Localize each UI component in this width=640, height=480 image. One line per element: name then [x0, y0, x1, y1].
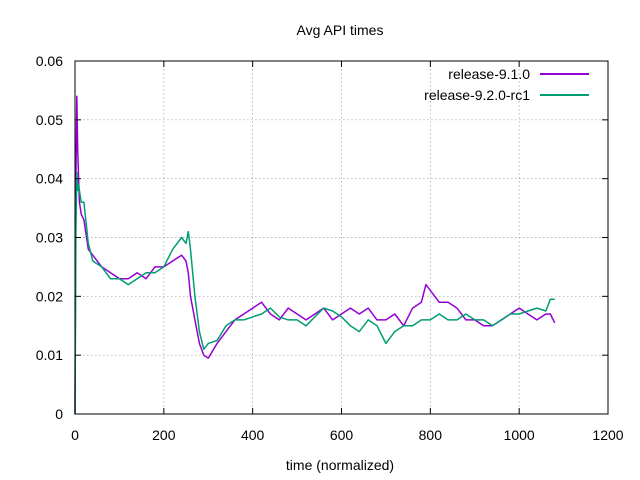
- tick-layer: 0 200 400 600 800 1000 1200 0 0.01 0.02 0.03 0.04 0.…: [36, 53, 624, 443]
- x-tick-label: 1200: [592, 427, 623, 443]
- y-tick-label: 0.04: [36, 171, 63, 187]
- y-tick-label: 0.03: [36, 230, 63, 246]
- legend-label-release-9-2-0-rc1: release-9.2.0-rc1: [424, 87, 530, 103]
- x-tick-label: 1000: [504, 427, 535, 443]
- y-tick-label: 0.05: [36, 112, 63, 128]
- y-tick-label: 0.02: [36, 288, 63, 304]
- x-tick-label: 200: [152, 427, 176, 443]
- x-tick-label: 600: [330, 427, 354, 443]
- x-tick-label: 800: [419, 427, 443, 443]
- y-tick-label: 0.01: [36, 347, 63, 363]
- chart-title: Avg API times: [297, 22, 384, 38]
- series-layer: [74, 95, 556, 415]
- x-axis-label: time (normalized): [286, 457, 394, 473]
- series-line-release-9-1-0: [74, 95, 556, 415]
- x-tick-label: 400: [241, 427, 265, 443]
- y-tick-label: 0.06: [36, 53, 63, 69]
- legend-label-release-9-1-0: release-9.1.0: [448, 66, 530, 82]
- x-tick-label: 0: [71, 427, 79, 443]
- legend: release-9.1.0 release-9.2.0-rc1: [424, 66, 589, 103]
- series-line-release-9-2-0-rc1: [74, 172, 555, 415]
- y-tick-label: 0: [55, 406, 63, 422]
- grid: [75, 61, 608, 414]
